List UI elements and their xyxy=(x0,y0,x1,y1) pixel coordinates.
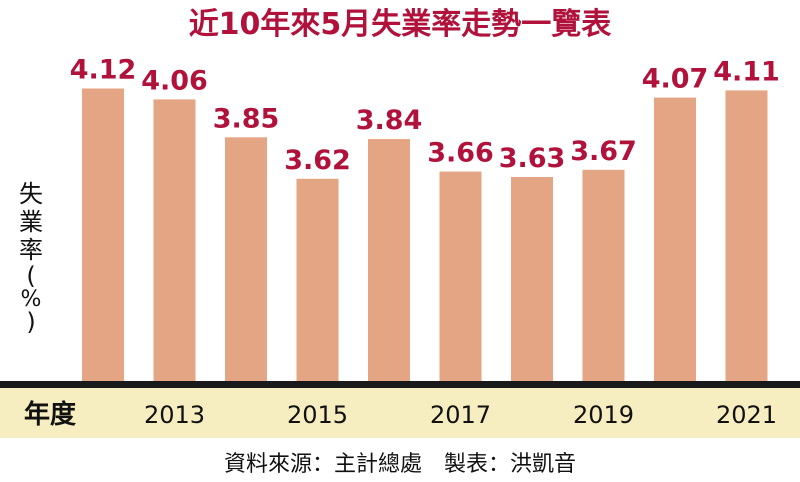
y-axis-label-char: ) xyxy=(26,308,35,336)
x-tick-label-2015: 2015 xyxy=(287,401,348,429)
chart-title: 近10年來5月失業率走勢一覽表 xyxy=(189,7,612,42)
y-axis-label-char: 業 xyxy=(19,208,43,236)
x-tick-label-2021: 2021 xyxy=(716,401,777,429)
bar-2017 xyxy=(439,171,482,381)
x-axis-label: 年度 xyxy=(24,399,76,430)
bar-2020 xyxy=(654,97,696,381)
x-tick-label-2019: 2019 xyxy=(573,401,634,429)
bar-2018 xyxy=(511,177,553,381)
x-tick-label-2013: 2013 xyxy=(144,401,205,429)
y-axis-label-char: ( xyxy=(26,262,35,290)
bar-2014 xyxy=(225,137,267,381)
y-axis-label-char: % xyxy=(21,287,42,312)
data-label-2015: 3.62 xyxy=(284,145,351,176)
source-note: 資料來源：主計總處 製表：洪凱音 xyxy=(224,452,576,477)
data-label-2017: 3.66 xyxy=(427,138,494,169)
bar-2015 xyxy=(296,178,339,381)
data-label-group: 4.12 4.063.853.623.843.66 3.63 3.67 4.07 4.11 xyxy=(70,55,780,176)
bar-2012 xyxy=(82,88,124,381)
bar-2021 xyxy=(725,90,768,382)
bar-2016 xyxy=(368,139,410,381)
bar-2013 xyxy=(153,99,196,382)
x-axis-baseline xyxy=(0,381,800,388)
data-label-2019: 3.67 xyxy=(570,136,637,167)
tick-label-group: 2013 2015 2017 2019 2021 xyxy=(144,401,777,429)
data-label-2018: 3.63 xyxy=(499,143,566,174)
data-label-2012: 4.12 xyxy=(70,55,137,86)
y-axis-label-char: 率 xyxy=(19,236,43,264)
x-tick-label-2017: 2017 xyxy=(430,401,491,429)
x-axis-band xyxy=(0,388,800,438)
y-axis-label-char: 失 xyxy=(19,180,43,208)
data-label-2021: 4.11 xyxy=(713,56,780,87)
data-label-2016: 3.84 xyxy=(356,105,423,136)
y-axis-label: 失 業 率 ( % ) xyxy=(19,180,43,336)
bar-group xyxy=(82,88,768,382)
data-label-2013: 4.06 xyxy=(141,65,208,96)
data-label-2020: 4.07 xyxy=(642,64,709,95)
data-label-2014: 3.85 xyxy=(213,103,280,134)
bar-2019 xyxy=(582,169,625,381)
